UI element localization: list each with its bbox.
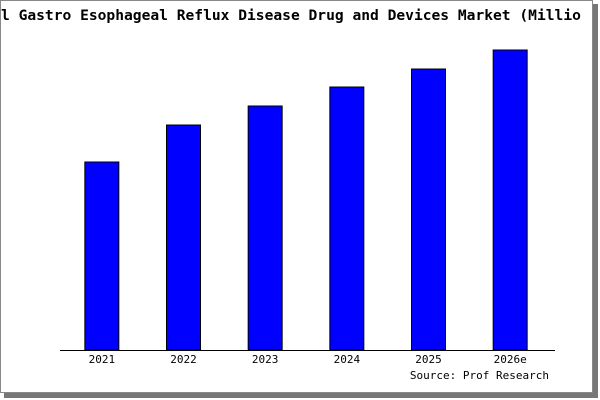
bar <box>84 161 120 351</box>
x-tick-label: 2026e <box>494 353 527 366</box>
bar <box>492 49 528 351</box>
bar <box>329 86 365 351</box>
bar <box>247 105 283 351</box>
x-tick-label: 2024 <box>334 353 361 366</box>
x-tick-label: 2025 <box>415 353 442 366</box>
bar <box>166 124 201 351</box>
x-tick-label: 2022 <box>170 353 197 366</box>
chart-title: l Gastro Esophageal Reflux Disease Drug … <box>1 7 581 24</box>
bar <box>411 68 446 351</box>
source-note: Source: Prof Research <box>410 369 549 382</box>
x-tick-label: 2023 <box>252 353 279 366</box>
x-tick-label: 2021 <box>89 353 116 366</box>
